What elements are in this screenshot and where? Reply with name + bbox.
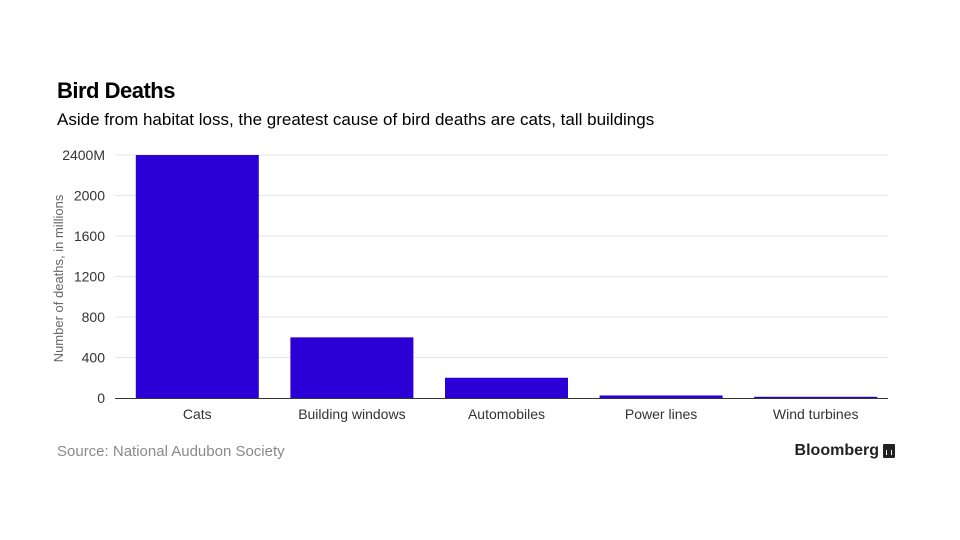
brand-logo: Bloomberg [795,442,895,460]
category-label: Wind turbines [773,406,859,422]
category-label: Power lines [625,406,697,422]
chart-subtitle: Aside from habitat loss, the greatest ca… [57,110,655,129]
chart-title: Bird Deaths [57,78,175,103]
category-label: Building windows [298,406,405,422]
source-note: Source: National Audubon Society [57,443,285,460]
bar-automobiles [445,377,568,398]
bar-cats [135,155,259,398]
brand-name: Bloomberg [794,442,879,459]
bars [135,155,878,398]
y-tick-label: 0 [97,390,105,406]
bloomberg-chart-icon [883,444,895,458]
y-tick-label: 2400M [62,147,105,163]
y-tick-label: 2000 [74,188,105,204]
y-tick-label: 400 [82,350,106,366]
y-tick-label: 800 [82,309,106,325]
y-axis-title: Number of deaths, in millions [51,194,66,362]
y-tick-label: 1600 [74,228,105,244]
category-label: Automobiles [468,406,545,422]
y-tick-label: 1200 [74,269,105,285]
category-labels: Cats Building windows Automobiles Power lin… [183,406,859,422]
category-label: Cats [183,406,212,422]
bar-building-windows [290,337,414,398]
bar-power-lines [599,395,723,398]
bar-wind-turbines [754,396,878,398]
y-tick-labels: 0 400 800 1200 1600 2000 2400M [62,147,105,406]
